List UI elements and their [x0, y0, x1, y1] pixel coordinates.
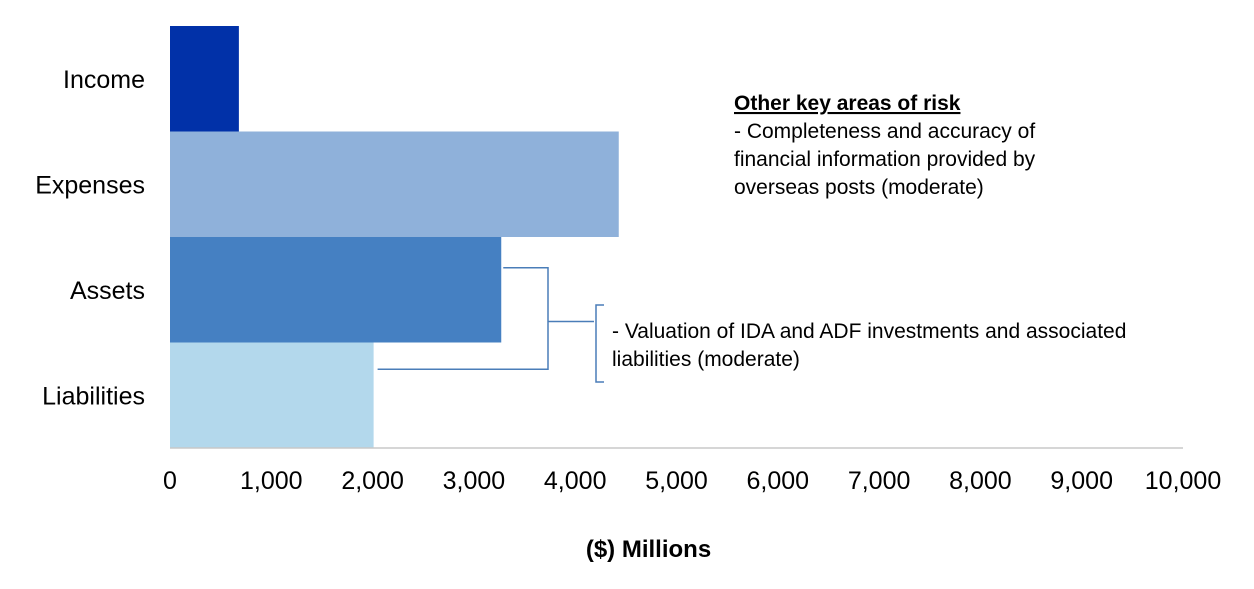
x-axis-title: ($) Millions: [586, 536, 711, 563]
x-tick-label: 1,000: [240, 467, 303, 495]
key-risks-heading: Other key areas of risk: [734, 92, 961, 115]
valuation-annotation: - Valuation of IDA and ADF investments a…: [377, 267, 1126, 383]
bar-income: [170, 26, 239, 132]
x-tick-label: 5,000: [645, 467, 708, 495]
bar-group: [170, 26, 619, 448]
x-tick-label: 4,000: [544, 467, 607, 495]
key-risks-line: overseas posts (moderate): [734, 176, 984, 199]
x-tick-label: 3,000: [443, 467, 506, 495]
x-tick-labels: 0 1,000 2,000 3,000 4,000 5,000 6,000 7,000 8,00…: [163, 467, 1221, 495]
key-risks-line: - Completeness and accuracy of: [734, 120, 1035, 143]
category-label-expenses: Expenses: [35, 171, 145, 199]
x-tick-label: 9,000: [1050, 467, 1113, 495]
valuation-line: liabilities (moderate): [612, 348, 800, 371]
x-tick-label: 10,000: [1145, 467, 1221, 495]
category-labels: Income Expenses Assets Liabilities: [35, 66, 145, 411]
valuation-line: - Valuation of IDA and ADF investments a…: [612, 320, 1126, 343]
category-label-income: Income: [63, 66, 145, 94]
x-tick-label: 2,000: [341, 467, 404, 495]
bar-assets: [170, 237, 502, 343]
valuation-brace: [595, 304, 604, 383]
x-tick-label: 0: [163, 467, 177, 495]
x-tick-label: 6,000: [747, 467, 810, 495]
bar-liabilities: [170, 342, 374, 448]
key-risks-annotation: Other key areas of risk - Completeness a…: [734, 92, 1036, 199]
valuation-connector-bracket: [377, 267, 594, 370]
key-risks-line: financial information provided by: [734, 148, 1036, 171]
bar-expenses: [170, 131, 619, 237]
x-tick-label: 8,000: [949, 467, 1012, 495]
x-tick-label: 7,000: [848, 467, 911, 495]
category-label-liabilities: Liabilities: [42, 382, 145, 410]
category-label-assets: Assets: [70, 277, 145, 305]
